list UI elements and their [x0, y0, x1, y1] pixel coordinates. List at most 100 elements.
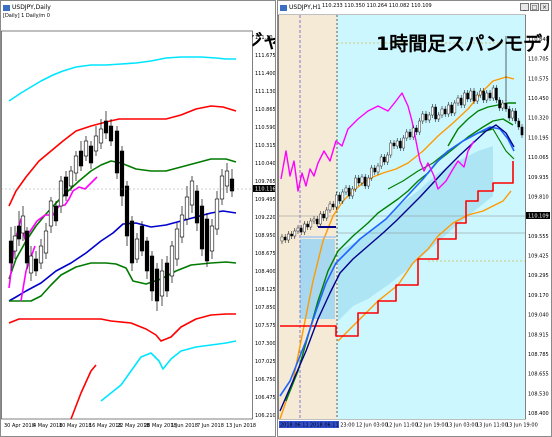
price-axis-label: 110.840 [528, 37, 549, 43]
candle-body [322, 213, 325, 219]
candle-body [491, 87, 495, 99]
candle-body [389, 142, 393, 156]
candle-body [447, 104, 450, 115]
date-axis-label: 1 Jun 2018 [171, 423, 198, 429]
candle-body [405, 131, 409, 139]
candle-body [283, 236, 287, 241]
price-axis-label: 110.065 [528, 155, 549, 161]
h1-chart-header: USDJPY,H1 [280, 3, 321, 13]
candle-body [402, 137, 405, 149]
candle-body [184, 196, 190, 220]
price-axis-label: 107.300 [255, 341, 276, 347]
navy-line [279, 124, 515, 412]
candle-body [280, 236, 284, 242]
candle-body [399, 140, 402, 149]
candle-body [287, 233, 290, 241]
candle-body [58, 180, 64, 207]
price-axis-label: 110.320 [528, 116, 549, 122]
date-axis-label: 7 Jun 2018 [197, 423, 224, 429]
price-axis-label: 109.220 [255, 215, 276, 221]
candle-body [306, 223, 309, 228]
price-axis-label: 109.295 [528, 273, 549, 279]
price-axis-label: 110.590 [255, 125, 276, 131]
minimize-button[interactable]: _ [520, 3, 529, 11]
candle-body [93, 135, 99, 152]
price-axis-label: 106.475 [255, 395, 276, 401]
candle-body [319, 213, 322, 225]
band-plus-3 [8, 56, 236, 102]
last-price-label: 110.116 [255, 187, 276, 193]
candle-body [351, 188, 354, 197]
candle-body [488, 92, 492, 99]
candle-body [421, 113, 425, 122]
candle-body [395, 140, 399, 147]
candle-body [315, 218, 319, 225]
candle-body [511, 110, 514, 119]
h1-chart-canvas[interactable]: 110.840 110.705 110.575 110.450 110.320 110.1… [278, 1, 552, 437]
candle-body [450, 104, 453, 114]
daily-chart-window[interactable]: USDJPY,Daily [Daily] 1 Daily/m 0 日足スーパーボ… [0, 0, 276, 437]
candle-body [456, 97, 460, 104]
date-axis-label: 12 Jun 03:00 [356, 423, 388, 429]
daily-chart-canvas[interactable]: 111.10 111.675 111.400 111.130 110.865 110.59… [1, 1, 276, 437]
candle-body [485, 92, 489, 101]
price-axis-label: 107.850 [255, 305, 276, 311]
candle-body [507, 108, 511, 119]
date-axis-label: 16 May 2018 [89, 423, 122, 429]
candle-body [386, 154, 389, 163]
candle-body [169, 245, 175, 277]
date-axis-label: 13 Jun 19:00 [506, 423, 538, 429]
date-axis-label: 13 Jun 2018 [226, 423, 256, 429]
price-axis-label: 108.915 [528, 332, 549, 338]
candle-body [63, 176, 69, 197]
price-axis-label: 108.785 [528, 352, 549, 358]
candle-body [20, 215, 26, 234]
price-axis-label: 109.765 [255, 179, 276, 185]
candle-body [408, 131, 412, 138]
candle-body [219, 175, 225, 200]
date-axis-label: 22 May 2018 [117, 423, 150, 429]
band-minus-1 [9, 261, 237, 302]
h1-chart-label: 1時間足スパンモデル [376, 33, 552, 55]
candle-body [299, 227, 303, 233]
candle-body [134, 238, 140, 260]
candle-body [427, 114, 431, 121]
band-minus-3 [100, 340, 237, 402]
candle-body [431, 106, 434, 116]
price-axis-label: 109.040 [528, 313, 549, 319]
candle-body [347, 187, 351, 197]
candle-body [453, 102, 457, 114]
last-price-marker [526, 212, 550, 219]
candle-body [504, 102, 508, 110]
candle-body [498, 99, 501, 109]
date-axis-label: 12 Jun 19:00 [416, 423, 448, 429]
candle-body [415, 127, 418, 133]
price-axis-label: 110.315 [255, 143, 276, 149]
daily-chart-header: USDJPY,Daily [3, 3, 51, 13]
maximize-button[interactable]: □ [530, 3, 539, 11]
candle-body [296, 227, 300, 232]
candle-body [331, 203, 335, 208]
price-axis-label: 109.495 [255, 197, 276, 203]
candle-body [341, 191, 345, 202]
price-axis-label: 107.575 [255, 323, 276, 329]
h1-chart-title: USDJPY,H1 [289, 4, 321, 11]
price-axis-label: 109.555 [528, 234, 549, 240]
h1-chart-window[interactable]: USDJPY,H1 110.233 110.350 110.264 110.08… [277, 0, 552, 437]
date-axis-label: 13 Jun 11:00 [476, 423, 508, 429]
candle-body [367, 177, 370, 187]
price-axis-label: 107.025 [255, 359, 276, 365]
candle-body [418, 120, 421, 133]
candle-body [434, 106, 437, 120]
close-button[interactable]: × [540, 3, 549, 11]
candle-body [28, 255, 34, 274]
candle-body [293, 230, 297, 237]
price-axis-label: 110.865 [255, 107, 276, 113]
candle-body [119, 150, 125, 197]
candle-body [229, 178, 235, 192]
chart-icon [280, 4, 287, 11]
price-axis-label: 108.655 [528, 372, 549, 378]
price-axis-label: 110.040 [255, 161, 276, 167]
green-line-1 [285, 118, 514, 402]
daily-chart-title: USDJPY,Daily [12, 4, 51, 11]
